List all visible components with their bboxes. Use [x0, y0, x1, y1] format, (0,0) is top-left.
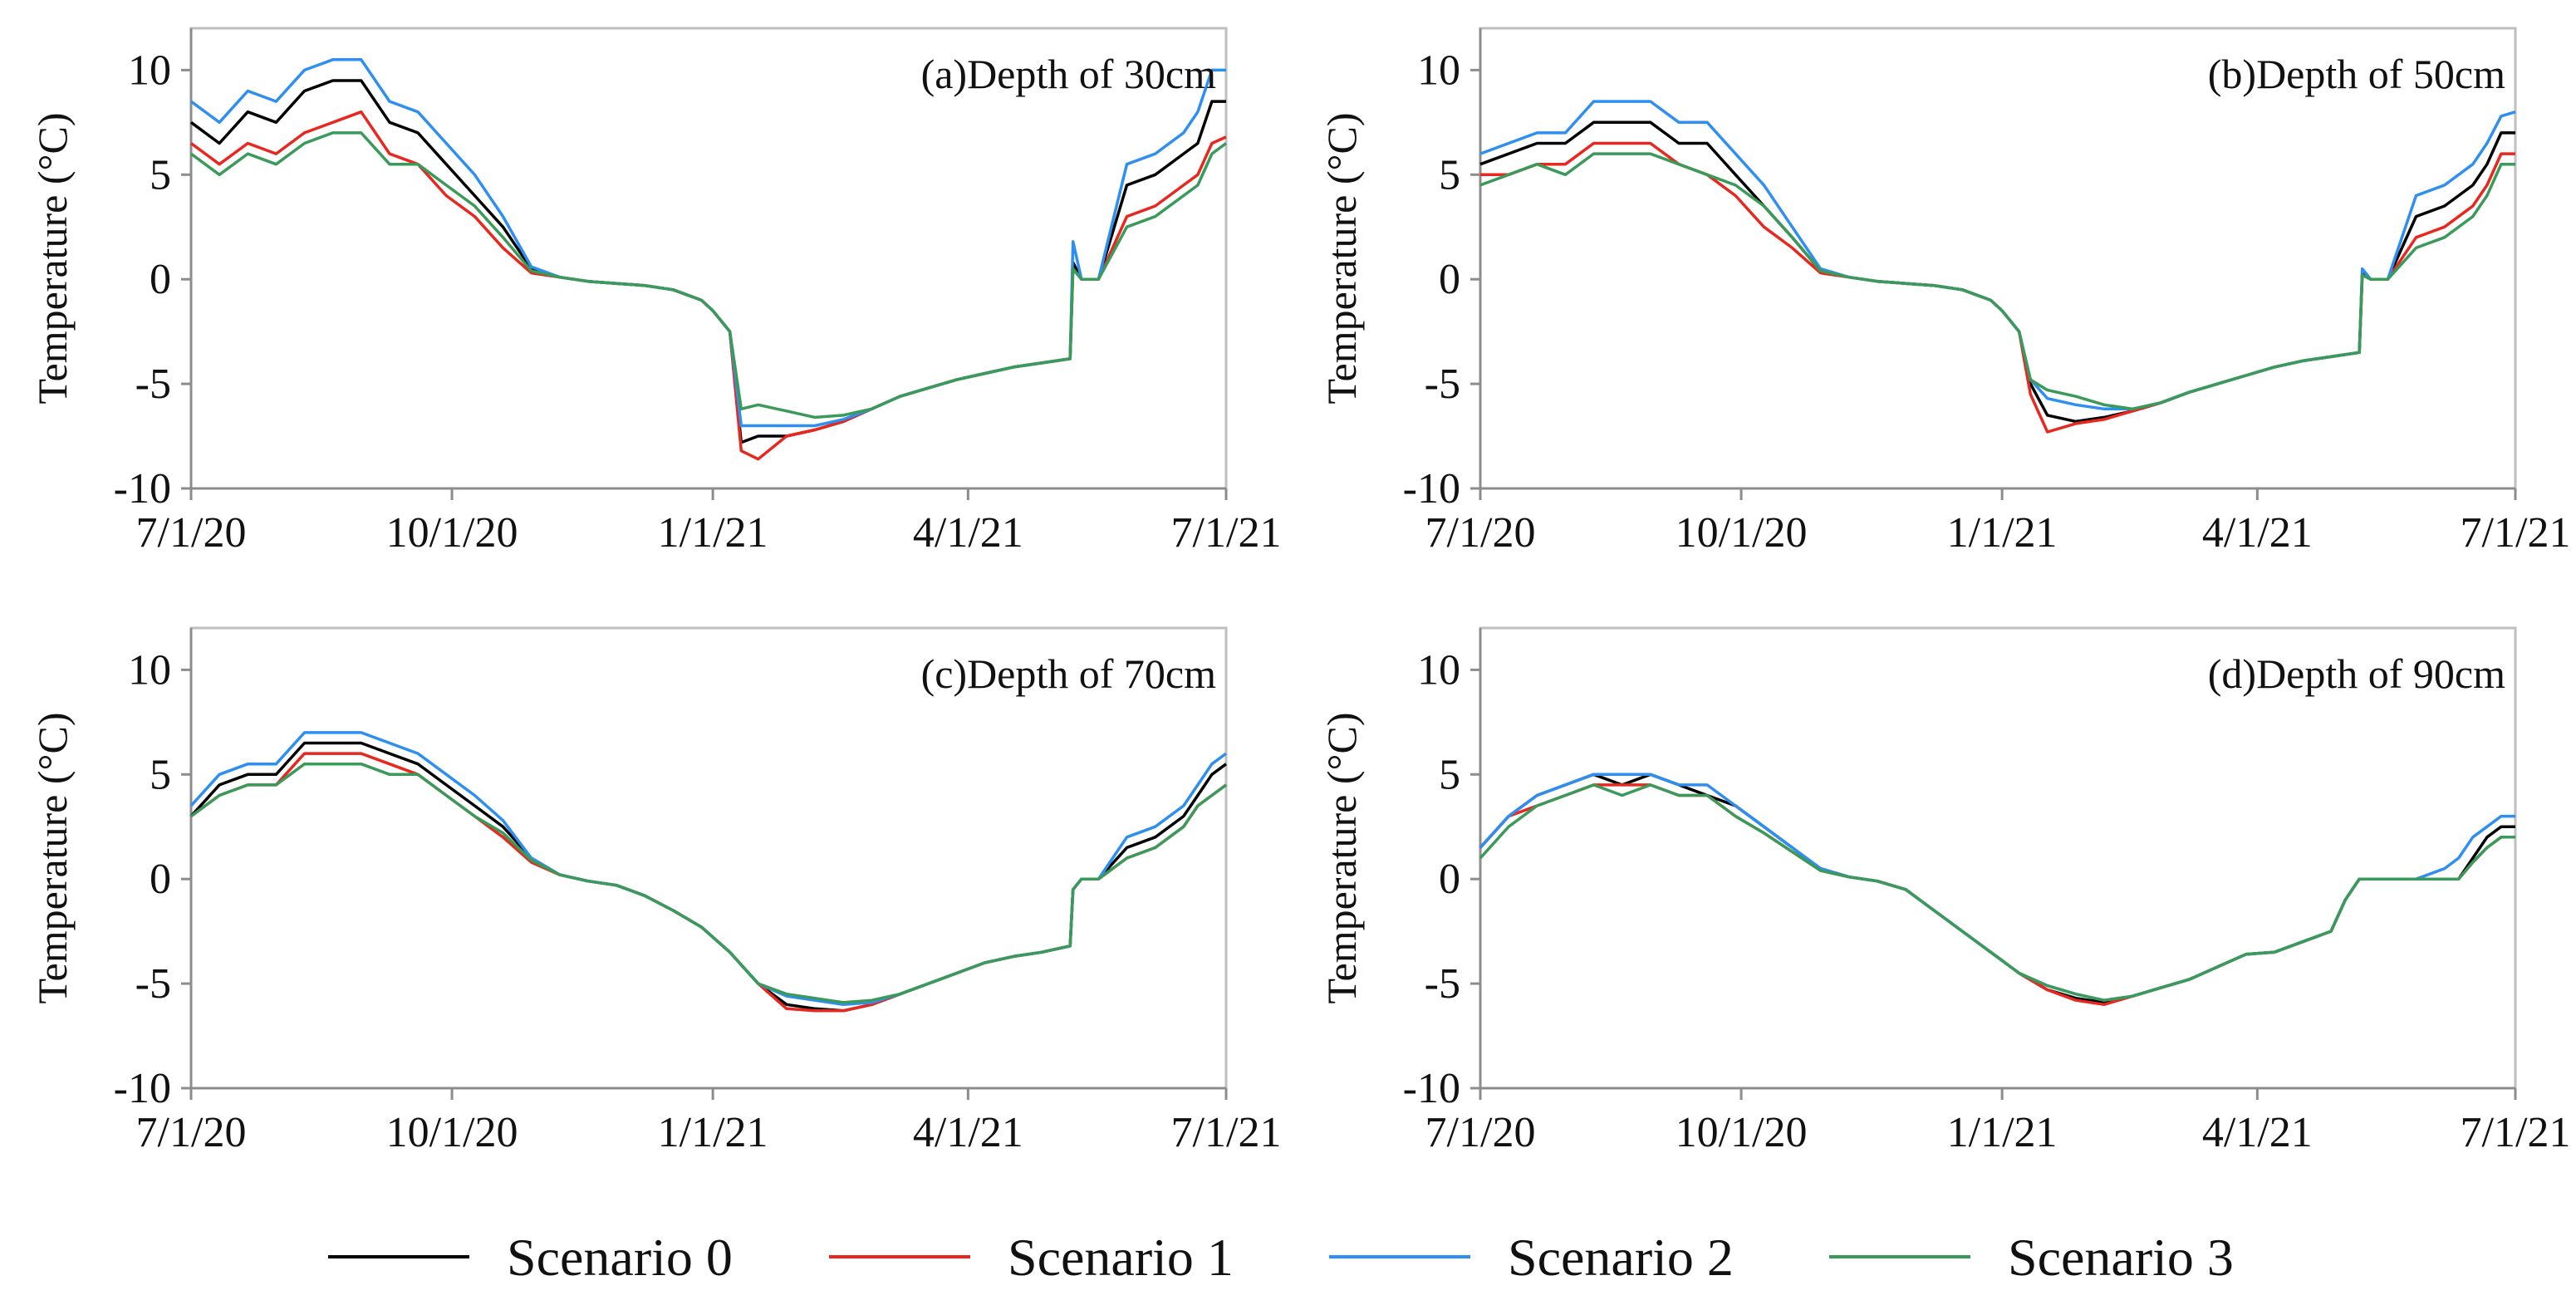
series-line-scenario-0: [1479, 120, 2515, 424]
x-tick-label: 7/1/21: [1171, 1109, 1282, 1156]
legend-label: Scenario 3: [2008, 1228, 2234, 1287]
x-tick-label: 4/1/21: [913, 1109, 1023, 1156]
x-tick-label: 7/1/20: [136, 509, 247, 557]
panel-title: (a)Depth of 30cm: [921, 51, 1217, 97]
x-tick-label: 10/1/20: [386, 509, 518, 557]
panel-b: -10 -5 0 5 10 7/1/20 10/1/20 1/1/21 4/1/21 7/1/21…: [1318, 27, 2571, 557]
y-axis-label: Temperature (°C): [1318, 112, 1365, 404]
x-tick-label: 7/1/21: [1171, 509, 1282, 557]
y-tick-label: -5: [1425, 361, 1460, 408]
y-tick-label: -10: [1403, 465, 1460, 513]
x-tick-label: 7/1/20: [1425, 1109, 1536, 1156]
y-tick-label: -10: [114, 465, 171, 513]
x-tick-label: 1/1/21: [1947, 1109, 2058, 1156]
y-tick-label: 5: [1439, 151, 1460, 199]
y-tick-label: 0: [150, 856, 171, 903]
x-tick-label: 10/1/20: [1676, 509, 1808, 557]
y-axis-label: Temperature (°C): [29, 112, 76, 404]
plot-frame: [189, 626, 1228, 1090]
y-tick-label: 10: [1417, 47, 1460, 94]
plot-frame: [1479, 27, 2517, 490]
series-line-scenario-1: [189, 752, 1228, 1013]
panel-title: (b)Depth of 50cm: [2208, 51, 2505, 97]
series-line-scenario-3: [1479, 783, 2515, 1002]
legend: Scenario 0 Scenario 1 Scenario 2 Scenario 3: [328, 1228, 2234, 1287]
x-tick-label: 1/1/21: [1947, 509, 2058, 557]
series-line-scenario-0: [189, 79, 1226, 444]
y-tick-label: -5: [135, 361, 171, 408]
x-tick-label: 1/1/21: [658, 1109, 768, 1156]
legend-label: Scenario 0: [507, 1228, 733, 1287]
x-tick-label: 7/1/21: [2461, 1109, 2571, 1156]
panel-title: (c)Depth of 70cm: [921, 650, 1217, 697]
series-line-scenario-0: [189, 741, 1228, 1013]
y-tick-label: -5: [135, 960, 171, 1008]
x-tick-label: 1/1/21: [658, 509, 768, 557]
panel-title: (d)Depth of 90cm: [2208, 650, 2505, 697]
x-tick-label: 7/1/21: [2461, 509, 2571, 557]
x-tick-label: 4/1/21: [2202, 509, 2313, 557]
y-tick-label: 5: [150, 151, 171, 199]
y-tick-label: -5: [1425, 960, 1460, 1008]
plot-frame: [1479, 626, 2517, 1090]
y-tick-label: 0: [150, 256, 171, 303]
series-line-scenario-0: [1479, 773, 2515, 1004]
panel-d: -10 -5 0 5 10 7/1/20 10/1/20 1/1/21 4/1/21 7/1/21…: [1318, 626, 2571, 1156]
y-tick-label: 10: [128, 47, 171, 94]
legend-label: Scenario 2: [1508, 1228, 1734, 1287]
x-tick-label: 4/1/21: [913, 509, 1023, 557]
series-line-scenario-2: [189, 58, 1226, 428]
y-tick-label: 5: [1439, 751, 1460, 798]
legend-label: Scenario 1: [1008, 1228, 1234, 1287]
x-tick-label: 7/1/20: [1425, 509, 1536, 557]
x-tick-label: 10/1/20: [1676, 1109, 1808, 1156]
y-axis-label: Temperature (°C): [1318, 712, 1365, 1003]
y-tick-label: 0: [1439, 256, 1460, 303]
x-tick-label: 7/1/20: [136, 1109, 247, 1156]
y-tick-label: 5: [150, 751, 171, 798]
y-tick-label: -10: [1403, 1065, 1460, 1112]
x-tick-label: 10/1/20: [386, 1109, 518, 1156]
series-line-scenario-1: [1479, 783, 2515, 1007]
y-tick-label: 0: [1439, 856, 1460, 903]
series-line-scenario-3: [189, 131, 1228, 419]
series-line-scenario-2: [1479, 773, 2515, 1002]
series-line-scenario-2: [1479, 100, 2516, 411]
series-line-scenario-2: [189, 731, 1228, 1007]
panel-c: -10 -5 0 5 10 7/1/20 10/1/20 1/1/21 4/1/21 7/1/21…: [29, 626, 1282, 1156]
x-tick-label: 4/1/21: [2202, 1109, 2313, 1156]
series-line-scenario-3: [1479, 152, 2515, 411]
series-line-scenario-1: [1480, 141, 2515, 434]
y-tick-label: -10: [114, 1065, 171, 1112]
y-tick-label: 10: [1417, 646, 1460, 694]
panel-a: -10 -5 0 5 10 7/1/20 10/1/20 1/1/21 4/1/21 7/1/21…: [29, 27, 1282, 557]
plot-frame: [189, 27, 1228, 490]
y-tick-label: 10: [128, 646, 171, 694]
series-line-scenario-3: [189, 762, 1228, 1004]
y-axis-label: Temperature (°C): [29, 712, 76, 1003]
